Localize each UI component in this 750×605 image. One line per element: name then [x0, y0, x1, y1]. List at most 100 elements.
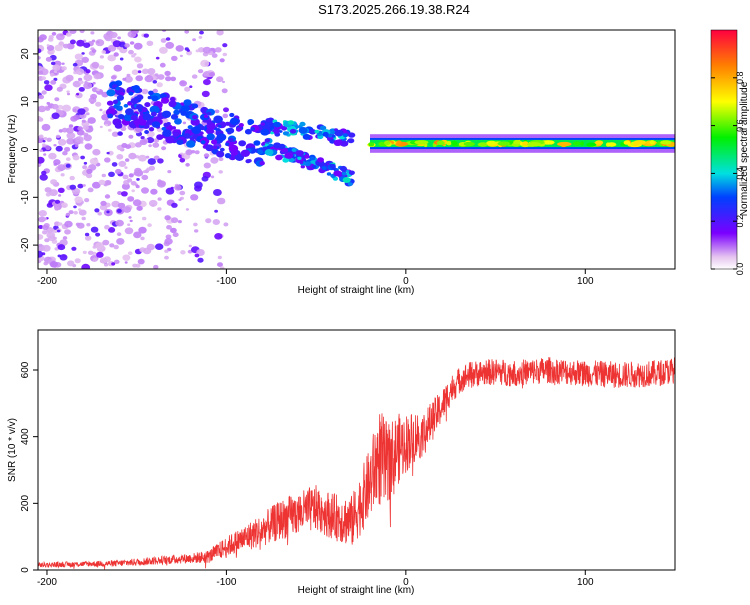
- heat-blob: [57, 138, 67, 146]
- heat-blob: [87, 117, 96, 124]
- heat-blob: [121, 183, 130, 190]
- heat-blob: [334, 129, 344, 137]
- heat-blob: [329, 163, 336, 169]
- heat-blob: [141, 174, 149, 181]
- heat-blob: [230, 117, 239, 125]
- heat-blob: [165, 37, 171, 41]
- heat-blob: [186, 50, 193, 56]
- heat-blob: [114, 94, 118, 97]
- heat-blob: [195, 49, 200, 53]
- heat-blob: [117, 114, 125, 120]
- heat-blob: [107, 54, 116, 62]
- heat-blob: [53, 236, 57, 240]
- heat-blob: [54, 206, 60, 211]
- heat-blob: [66, 132, 76, 140]
- heat-blob: [110, 75, 117, 80]
- heat-blob: [84, 143, 93, 150]
- heat-blob: [41, 170, 47, 176]
- heat-blob: [121, 143, 128, 148]
- heat-band-blob: [607, 142, 617, 147]
- heat-blob: [288, 157, 295, 163]
- heat-blob: [308, 129, 317, 135]
- colorbar-tick-label: 0.4: [735, 167, 745, 180]
- heat-blob: [244, 128, 252, 135]
- heat-blob: [79, 30, 85, 34]
- heat-blob: [116, 154, 124, 160]
- heat-blob: [321, 166, 327, 170]
- heat-blob: [287, 120, 294, 125]
- heat-blob: [153, 264, 159, 269]
- heat-blob: [130, 98, 139, 105]
- heat-blob: [169, 96, 176, 102]
- heat-blob: [131, 54, 136, 58]
- snr-y-tick-label: 400: [20, 428, 31, 445]
- heat-blob: [117, 131, 123, 136]
- heat-blob: [265, 118, 271, 123]
- heat-blob: [217, 200, 223, 205]
- heat-blob: [39, 34, 47, 41]
- heat-blob: [71, 188, 81, 195]
- heat-band-blob: [572, 141, 582, 146]
- heat-blob: [77, 126, 83, 131]
- snr-x-label: Height of straight line (km): [298, 585, 415, 596]
- heat-blob: [273, 142, 282, 149]
- heat-blob: [75, 68, 85, 75]
- heat-blob: [348, 170, 355, 176]
- heat-blob: [42, 143, 46, 147]
- heat-blob: [60, 173, 65, 177]
- snr-frame: [37, 329, 676, 571]
- heat-blob: [111, 262, 116, 266]
- heat-blob: [188, 244, 192, 248]
- heat-blob: [261, 142, 266, 146]
- heat-blob: [159, 46, 168, 54]
- heat-blob: [156, 82, 163, 88]
- heat-blob: [118, 160, 127, 167]
- heat-blob: [142, 113, 152, 121]
- heat-blob: [183, 133, 191, 139]
- heat-blob: [136, 94, 144, 101]
- heat-blob: [217, 262, 223, 267]
- heat-blob: [219, 58, 225, 63]
- heat-blob: [38, 234, 44, 240]
- heat-blob: [106, 151, 110, 155]
- heat-blob: [185, 162, 190, 167]
- heat-blob: [218, 157, 224, 162]
- heat-blob: [76, 39, 85, 47]
- heat-blob: [341, 172, 347, 176]
- heat-blob: [214, 47, 222, 53]
- heat-blob: [210, 157, 219, 164]
- heat-blob: [148, 90, 154, 96]
- heat-blob: [171, 202, 178, 208]
- heat-blob: [164, 238, 173, 245]
- heat-blob: [124, 43, 130, 48]
- heat-blob: [108, 227, 116, 233]
- heat-blob: [299, 121, 306, 127]
- heat-blob: [113, 104, 118, 109]
- heat-blob: [347, 182, 353, 187]
- heat-blob: [141, 187, 149, 194]
- heat-blob: [134, 88, 140, 94]
- heat-band-blob: [414, 140, 429, 145]
- heat-blob: [222, 43, 228, 48]
- heat-blob: [69, 175, 75, 181]
- heat-blob: [194, 150, 200, 155]
- heat-blob: [124, 261, 128, 264]
- heat-band-blob: [396, 140, 402, 145]
- heat-blob: [59, 33, 64, 37]
- heat-blob: [304, 161, 312, 167]
- heat-blob: [65, 212, 71, 217]
- heat-blob: [60, 202, 68, 208]
- heat-blob: [107, 128, 112, 132]
- heat-blob: [55, 134, 61, 139]
- heat-blob: [99, 108, 103, 112]
- heat-blob: [272, 128, 280, 134]
- heat-blob: [170, 114, 179, 120]
- heat-blob: [116, 232, 122, 237]
- heat-y-tick-label: 20: [20, 48, 31, 60]
- heat-blob: [152, 116, 161, 123]
- heat-blob: [194, 229, 199, 233]
- heat-blob: [142, 247, 152, 255]
- snr-y-tick-label: 0: [20, 567, 31, 573]
